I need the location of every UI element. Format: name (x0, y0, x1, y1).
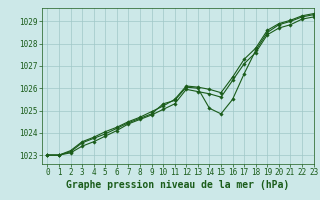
X-axis label: Graphe pression niveau de la mer (hPa): Graphe pression niveau de la mer (hPa) (66, 180, 289, 190)
